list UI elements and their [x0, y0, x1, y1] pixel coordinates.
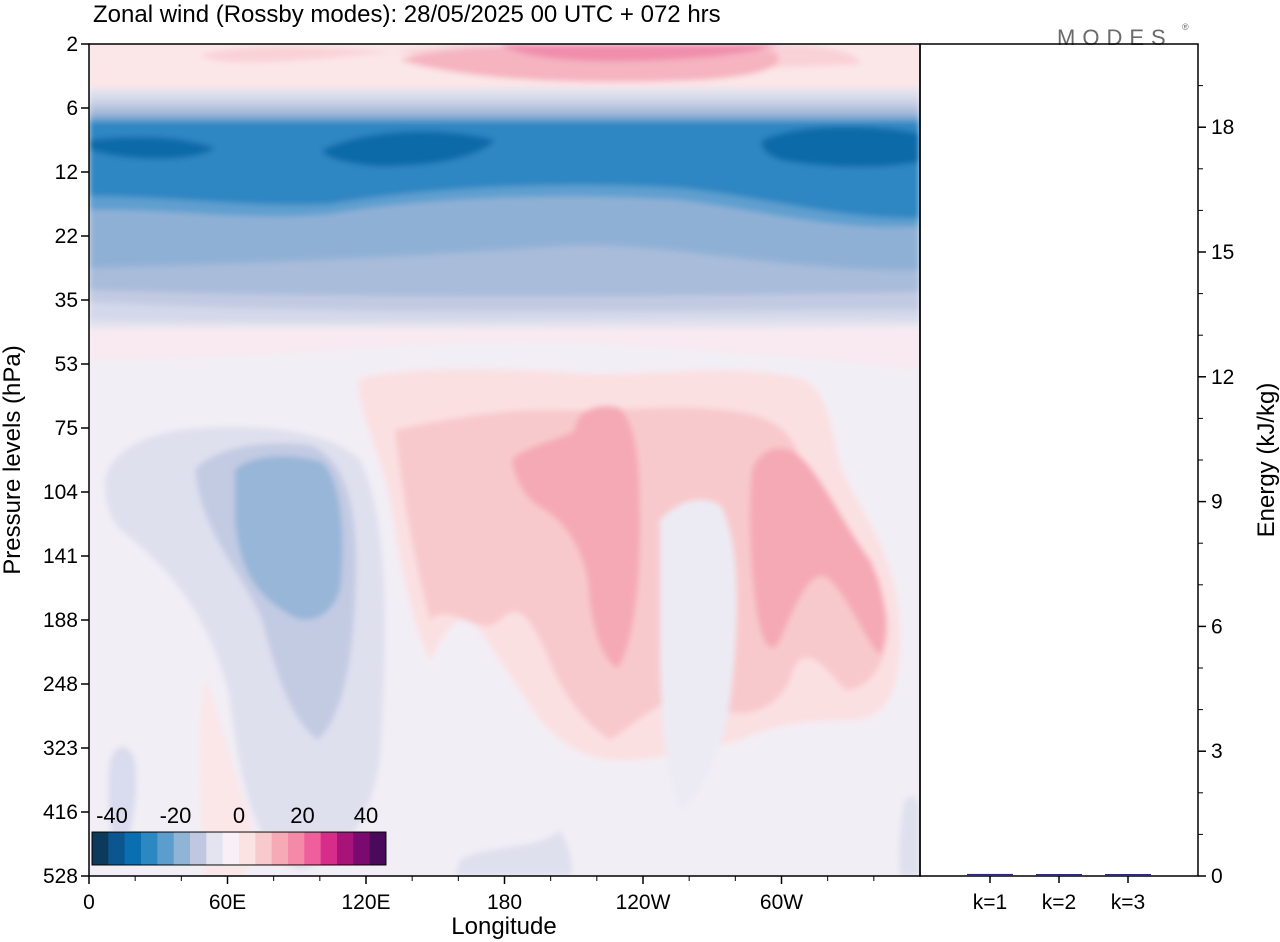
energy-tick-label: 12: [1211, 366, 1234, 389]
colorbar-swatch: [320, 832, 338, 865]
energy-bars: k=1 k=2 k=3: [967, 873, 1151, 914]
modes-logo: MODES: [1057, 25, 1173, 50]
colorbar-frame: [91, 831, 387, 866]
x-tick-label: 180: [487, 891, 522, 914]
zonal-wind-field: [89, 44, 920, 876]
colorbar: -40 -20 0 20 40: [91, 803, 387, 866]
energy-axis-label: Energy (kJ/kg): [1253, 383, 1280, 538]
energy-bar: [967, 873, 1013, 876]
y-tick-label: 35: [55, 289, 78, 312]
energy-tick-label: 0: [1211, 865, 1223, 888]
bar-category-label: k=3: [1111, 891, 1145, 914]
y-tick-label: 248: [43, 673, 78, 696]
energy-tick-label: 9: [1211, 491, 1223, 514]
energy-tick-label: 6: [1211, 615, 1223, 638]
x-axis-label: Longitude: [451, 913, 556, 940]
colorbar-swatch: [206, 832, 224, 865]
bar-category-label: k=1: [973, 891, 1007, 914]
colorbar-swatch: [304, 832, 322, 865]
x-tick-label: 60W: [760, 891, 803, 914]
x-tick-label: 0: [83, 891, 95, 914]
y-tick-label: 416: [43, 801, 78, 824]
colorbar-label: -20: [160, 803, 192, 828]
colorbar-label: 20: [290, 803, 314, 828]
energy-bar: [1036, 874, 1082, 876]
colorbar-label: 0: [233, 803, 245, 828]
x-axis: 0 60E 120E 180 120W 60W: [83, 876, 875, 914]
energy-frame: [919, 43, 1199, 877]
colorbar-swatch: [92, 832, 109, 865]
y-tick-label: 528: [43, 865, 78, 888]
colorbar-label: -40: [96, 803, 128, 828]
bar-category-label: k=2: [1042, 891, 1076, 914]
y-tick-label: 188: [43, 609, 78, 632]
colorbar-swatch: [239, 832, 256, 865]
x-tick-label: 120W: [616, 891, 671, 914]
y-axis: 2 6 12 22 35 53 75 104 141 188 248 323 416 528: [43, 33, 89, 888]
colorbar-swatch: [353, 832, 371, 865]
y-tick-label: 104: [43, 481, 78, 504]
x-tick-label: 60E: [209, 891, 246, 914]
energy-tick-label: 3: [1211, 740, 1223, 763]
colorbar-swatch: [288, 832, 305, 865]
colorbar-swatch: [157, 832, 175, 865]
y-tick-label: 53: [55, 353, 78, 376]
energy-tick-label: 18: [1211, 116, 1234, 139]
colorbar-swatch: [222, 832, 240, 865]
colorbar-swatch: [271, 832, 289, 865]
chart-title: Zonal wind (Rossby modes): 28/05/2025 00…: [93, 1, 721, 28]
energy-axis: 0 3 6 9 12 15 18: [1198, 85, 1234, 888]
y-tick-label: 323: [43, 737, 78, 760]
colorbar-swatch: [173, 832, 191, 865]
colorbar-swatch: [108, 832, 126, 865]
colorbar-swatch: [255, 832, 273, 865]
y-tick-label: 6: [66, 97, 78, 120]
y-tick-label: 12: [55, 161, 78, 184]
x-tick-label: 120E: [341, 891, 390, 914]
colorbar-swatch: [337, 832, 354, 865]
y-tick-label: 22: [55, 225, 78, 248]
y-tick-label: 2: [66, 33, 78, 56]
y-tick-label: 141: [43, 545, 78, 568]
colorbar-label: 40: [354, 803, 378, 828]
y-axis-label: Pressure levels (hPa): [0, 345, 26, 574]
registered-mark: ®: [1182, 22, 1189, 32]
colorbar-swatch: [190, 832, 207, 865]
energy-bar: [1105, 874, 1151, 876]
energy-tick-label: 15: [1211, 241, 1234, 264]
colorbar-swatch: [369, 832, 387, 865]
colorbar-swatch: [124, 832, 142, 865]
colorbar-swatch: [141, 832, 158, 865]
y-tick-label: 75: [55, 417, 78, 440]
